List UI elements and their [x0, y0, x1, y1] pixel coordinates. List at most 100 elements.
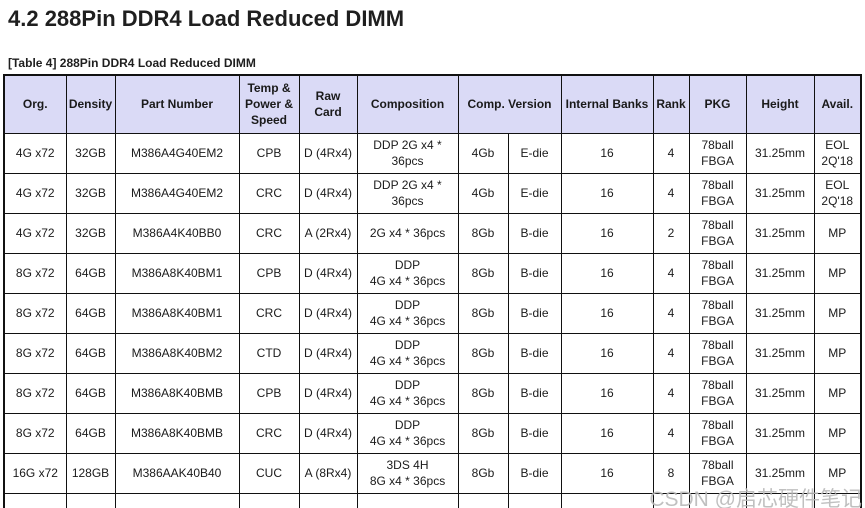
table-cell: 8G x72: [3, 252, 67, 294]
table-cell: 32GB: [65, 172, 116, 214]
table-cell: CPB: [238, 372, 300, 414]
table-cell: 31.25mm: [745, 212, 815, 254]
table-cell: D (4Rx4): [298, 132, 358, 174]
header-row: Org. Density Part Number Temp & Power & Spe…: [3, 74, 862, 134]
table-cell: CRC: [238, 172, 300, 214]
table-cell: [560, 492, 654, 508]
table-cell: DDP 2G x4 * 36pcs: [356, 132, 459, 174]
table-cell: 8Gb: [457, 412, 509, 454]
table-cell: M386A4G40EM2: [114, 172, 240, 214]
table-cell: 4: [652, 172, 690, 214]
table-cell: CPB: [238, 252, 300, 294]
table-cell: DDP 2G x4 * 36pcs: [356, 172, 459, 214]
table-cell: MP: [813, 212, 862, 254]
table-cell: 31.25mm: [745, 132, 815, 174]
table-cell: 31.25mm: [745, 332, 815, 374]
table-cell: [457, 492, 509, 508]
table-cell: B-die: [507, 252, 562, 294]
table-cell: 8G x72: [3, 332, 67, 374]
table-cell: 32GB: [65, 212, 116, 254]
column-header: Composition: [356, 74, 459, 134]
table-body: 4G x72 32GB M386A4G40EM2 CPB D (4Rx4) DDP 2G …: [3, 132, 862, 508]
table-cell: DDP 4G x4 * 36pcs: [356, 332, 459, 374]
table-cell: 4: [652, 412, 690, 454]
table-cell: A (8Rx4): [298, 452, 358, 494]
table-cell: 4G x72: [3, 172, 67, 214]
table-cell: 64GB: [65, 332, 116, 374]
table-row: 8G x72 64GB M386A8K40BMB CRC D (4Rx4) DDP 4G …: [3, 412, 862, 454]
table-cell: 16: [560, 132, 654, 174]
table-cell: 16: [560, 452, 654, 494]
table-row: 16G x72 128GB M386AAK40B40 CUC A (8Rx4) 3DS 4…: [3, 452, 862, 494]
table-cell: 8Gb: [457, 292, 509, 334]
table-cell: CPB: [238, 132, 300, 174]
table-cell: 4: [652, 372, 690, 414]
table-cell: 16G x72: [3, 452, 67, 494]
table-cell: 31.25mm: [745, 172, 815, 214]
table-cell: 8: [652, 452, 690, 494]
table-cell: MP: [813, 412, 862, 454]
table-cell: MP: [813, 332, 862, 374]
table-cell: MP: [813, 252, 862, 294]
table-cell: 78ball FBGA: [688, 252, 747, 294]
table-row: 8G x72 64GB M386A8K40BM1 CPB D (4Rx4) DDP 4G …: [3, 252, 862, 294]
column-header: Part Number: [114, 74, 240, 134]
column-header: Height: [745, 74, 815, 134]
table-cell: M386A8K40BMB: [114, 372, 240, 414]
table-cell: CTD: [238, 332, 300, 374]
table-cell: A (2Rx4): [298, 212, 358, 254]
table-cell: D (4Rx4): [298, 252, 358, 294]
table-cell: 3DS 4H 8G x4 * 36pcs: [356, 452, 459, 494]
table-cell: 4: [652, 332, 690, 374]
table-row: 8G x72 64GB M386A8K40BMB CPB D (4Rx4) DDP 4G …: [3, 372, 862, 414]
table-cell: 8Gb: [457, 452, 509, 494]
table-cell: D (4Rx4): [298, 412, 358, 454]
table-row: 4G x72 32GB M386A4G40EM2 CPB D (4Rx4) DDP 2G …: [3, 132, 862, 174]
table-cell: 4Gb: [457, 132, 509, 174]
column-header: Rank: [652, 74, 690, 134]
table-cell: 4: [652, 292, 690, 334]
table-cell: [298, 492, 358, 508]
dimm-table: Org. Density Part Number Temp & Power & Spe…: [3, 74, 862, 508]
table-cell: 8G x72: [3, 372, 67, 414]
table-cell: M386AAK40B40: [114, 452, 240, 494]
table-row: 8G x72 64GB M386A8K40BM2 CTD D (4Rx4) DDP 4G …: [3, 332, 862, 374]
table-cell: 8G x72: [3, 292, 67, 334]
table-cell: M386A8K40BM2: [114, 332, 240, 374]
table-cell: E-die: [507, 132, 562, 174]
table-cell: MP: [813, 452, 862, 494]
table-cell: B-die: [507, 212, 562, 254]
table-cell: 8Gb: [457, 372, 509, 414]
table-cell: 16: [560, 332, 654, 374]
table-cell: CRC: [238, 292, 300, 334]
table-cell: 64GB: [65, 372, 116, 414]
table-cell: D (4Rx4): [298, 172, 358, 214]
table-cell: MP: [813, 372, 862, 414]
table-cell: [745, 492, 815, 508]
table-row: 4G x72 32GB M386A4G40EM2 CRC D (4Rx4) DDP 2G …: [3, 172, 862, 214]
table-cell: 78ball FBGA: [688, 372, 747, 414]
column-header: Raw Card: [298, 74, 358, 134]
table-cell: 31.25mm: [745, 372, 815, 414]
column-header: Comp. Version: [457, 74, 562, 134]
table-cell: 128GB: [65, 452, 116, 494]
table-cell: 4G x72: [3, 212, 67, 254]
table-cell: 78ball FBGA: [688, 132, 747, 174]
table-cell: D (4Rx4): [298, 372, 358, 414]
table-cell: MP: [813, 292, 862, 334]
table-cell: 16: [560, 372, 654, 414]
table-cell: [688, 492, 747, 508]
table-cell: 4Gb: [457, 172, 509, 214]
table-cell: 4: [652, 132, 690, 174]
table-cell: 16: [560, 292, 654, 334]
table-cell: 8Gb: [457, 332, 509, 374]
column-header: Temp & Power & Speed: [238, 74, 300, 134]
table-cell: 78ball FBGA: [688, 452, 747, 494]
table-cell: 31.25mm: [745, 292, 815, 334]
table-cell: B-die: [507, 292, 562, 334]
table-cell: DDP 4G x4 * 36pcs: [356, 412, 459, 454]
table-cell: B-die: [507, 332, 562, 374]
table-cell: 78ball FBGA: [688, 212, 747, 254]
table-cell: EOL 2Q'18: [813, 132, 862, 174]
partial-clipped-row: [3, 492, 862, 508]
